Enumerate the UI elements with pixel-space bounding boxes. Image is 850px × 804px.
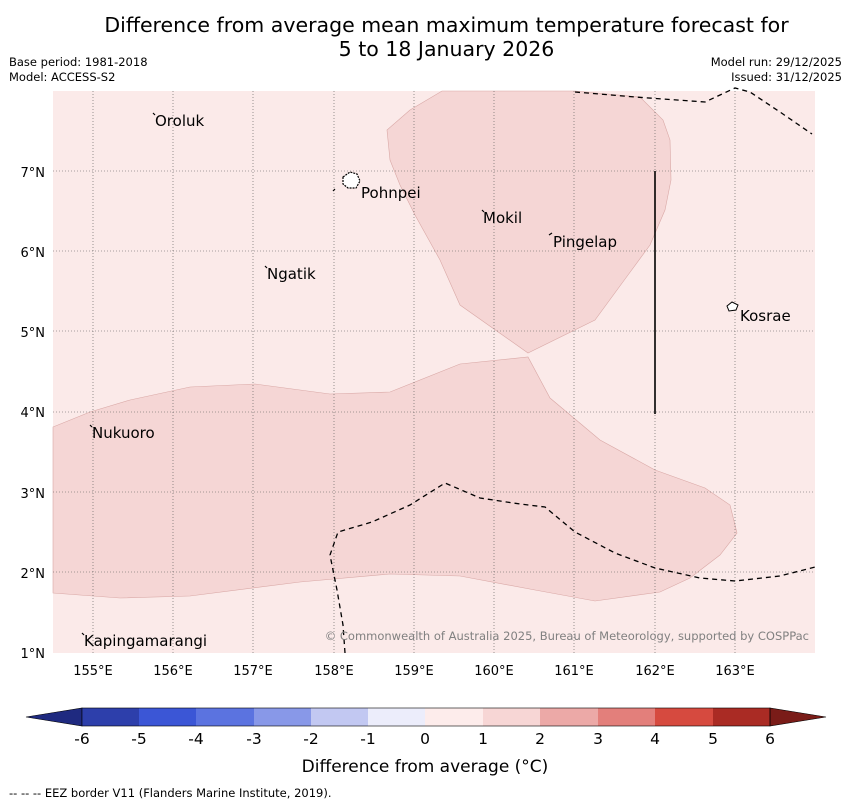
colorbar xyxy=(25,707,827,727)
colorbar-title: Difference from average (°C) xyxy=(301,757,549,777)
x-tick-label: 155°E xyxy=(73,664,113,679)
x-tick-label: 163°E xyxy=(715,664,755,679)
x-tick-label: 162°E xyxy=(635,664,675,679)
colorbar-bin xyxy=(713,708,770,726)
kosrae-island xyxy=(726,301,739,312)
colorbar-tick-label: -4 xyxy=(188,730,204,748)
x-tick-label: 158°E xyxy=(314,664,354,679)
colorbar-tick-label: 5 xyxy=(708,730,718,748)
label-oroluk: Oroluk xyxy=(155,112,204,130)
colorbar-bin xyxy=(139,708,196,726)
eez-borders xyxy=(329,87,816,654)
label-pingelap: Pingelap xyxy=(553,233,617,251)
pohnpei-islet xyxy=(332,188,336,192)
y-tick-label: 1°N xyxy=(21,647,46,662)
colorbar-bin xyxy=(254,708,311,726)
colorbar-extend-low xyxy=(25,707,83,727)
colorbar-tick-label: 4 xyxy=(650,730,660,748)
nukuoro-marker xyxy=(89,424,93,428)
atoll-markers xyxy=(81,112,553,636)
kapingamarangi-marker xyxy=(81,632,85,636)
anomaly-region-north xyxy=(386,90,672,354)
eez-legend: -- -- -- EEZ border V11 (Flanders Marine… xyxy=(9,786,332,800)
colorbar-bin xyxy=(540,708,598,726)
label-mokil: Mokil xyxy=(483,209,522,227)
label-kapingamarangi: Kapingamarangi xyxy=(84,632,207,650)
colorbar-bin xyxy=(196,708,254,726)
colorbar-tick-label: 6 xyxy=(765,730,775,748)
model-text: Model: ACCESS-S2 xyxy=(9,70,116,84)
colorbar-tick-label: 1 xyxy=(478,730,488,748)
x-tick-label: 157°E xyxy=(233,664,273,679)
colorbar-bin xyxy=(655,708,713,726)
y-tick-label: 7°N xyxy=(21,166,46,181)
issued-text: Issued: 31/12/2025 xyxy=(731,70,842,84)
ngatik-marker xyxy=(264,265,268,269)
colorbar-tick-label: -5 xyxy=(131,730,147,748)
label-ngatik: Ngatik xyxy=(267,265,316,283)
x-tick-label: 161°E xyxy=(554,664,594,679)
x-tick-label: 156°E xyxy=(153,664,193,679)
colorbar-bin xyxy=(483,708,540,726)
colorbar-outline xyxy=(81,707,771,727)
chart-title-line-2: 5 to 18 January 2026 xyxy=(338,37,555,61)
eez-border-north xyxy=(574,87,813,135)
colorbar-extend-high xyxy=(769,707,827,727)
x-axis-labels: 155°E 156°E 157°E 158°E 159°E 160°E 161°… xyxy=(73,664,755,679)
y-axis-labels: 1°N 2°N 3°N 4°N 5°N 6°N 7°N xyxy=(21,166,46,662)
y-tick-label: 5°N xyxy=(21,326,46,341)
label-kosrae: Kosrae xyxy=(740,307,791,325)
oroluk-marker xyxy=(152,112,156,116)
model-run-text: Model run: 29/12/2025 xyxy=(710,55,842,69)
copyright-text: © Commonwealth of Australia 2025, Bureau… xyxy=(325,629,809,643)
y-tick-label: 4°N xyxy=(21,406,46,421)
colorbar-tick-label: 0 xyxy=(420,730,430,748)
y-tick-label: 2°N xyxy=(21,567,46,582)
colorbar-tick-label: 3 xyxy=(593,730,603,748)
eez-border-south xyxy=(329,482,816,654)
label-nukuoro: Nukuoro xyxy=(92,424,155,442)
label-pohnpei: Pohnpei xyxy=(361,184,421,202)
x-tick-label: 159°E xyxy=(394,664,434,679)
base-period-text: Base period: 1981-2018 xyxy=(9,55,148,69)
meta-left: Base period: 1981-2018 Model: ACCESS-S2 xyxy=(9,55,148,85)
gridlines xyxy=(53,91,815,653)
pohnpei-island xyxy=(342,171,361,189)
colorbar-bin xyxy=(598,708,655,726)
mokil-marker xyxy=(481,209,485,213)
x-tick-label: 160°E xyxy=(474,664,514,679)
chart-title-line-1: Difference from average mean maximum tem… xyxy=(104,13,789,37)
y-tick-label: 6°N xyxy=(21,246,46,261)
colorbar-bin xyxy=(82,708,139,726)
anomaly-region-south xyxy=(52,356,738,602)
colorbar-tick-label: 2 xyxy=(535,730,545,748)
meta-right: Model run: 29/12/2025 Issued: 31/12/2025 xyxy=(711,55,842,85)
colorbar-tick-label: -6 xyxy=(74,730,90,748)
chart-title: Difference from average mean maximum tem… xyxy=(0,13,850,61)
colorbar-tick-label: -3 xyxy=(246,730,262,748)
colorbar-tick-label: -2 xyxy=(303,730,319,748)
pingelap-marker xyxy=(548,232,553,236)
colorbar-bin xyxy=(425,708,483,726)
colorbar-bin xyxy=(311,708,368,726)
y-tick-label: 3°N xyxy=(21,487,46,502)
colorbar-bin xyxy=(368,708,425,726)
colorbar-tick-label: -1 xyxy=(360,730,376,748)
